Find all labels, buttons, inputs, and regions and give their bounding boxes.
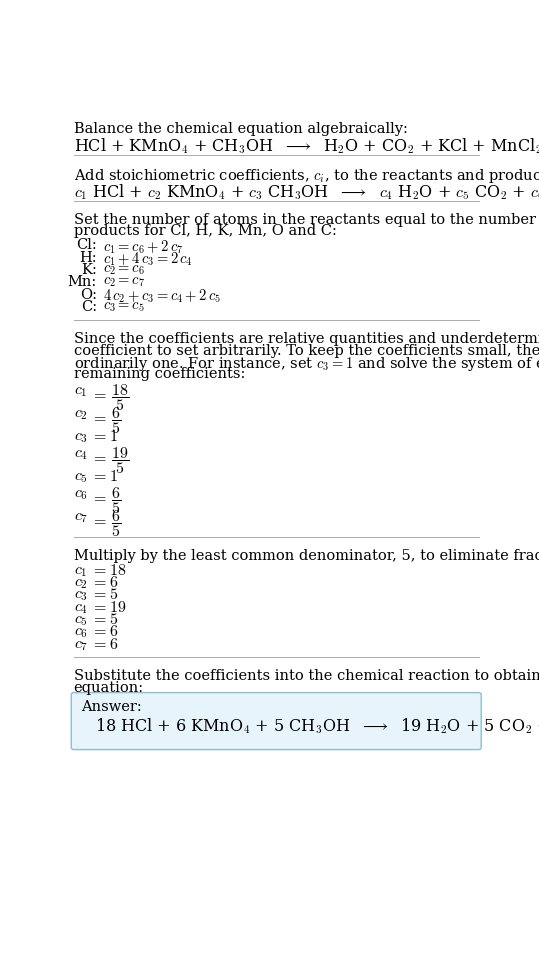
Text: $c_1$ HCl + $c_2$ KMnO$_4$ + $c_3$ CH$_3$OH  $\longrightarrow$  $c_4$ H$_2$O + $: $c_1$ HCl + $c_2$ KMnO$_4$ + $c_3$ CH$_3… <box>74 182 539 202</box>
Text: $=\,\dfrac{6}{5}$: $=\,\dfrac{6}{5}$ <box>91 507 121 538</box>
Text: $c_6$: $c_6$ <box>74 623 87 641</box>
Text: $c_2 = c_7$: $c_2 = c_7$ <box>103 275 145 290</box>
Text: Multiply by the least common denominator, 5, to eliminate fractional coefficient: Multiply by the least common denominator… <box>74 549 539 564</box>
Text: products for Cl, H, K, Mn, O and C:: products for Cl, H, K, Mn, O and C: <box>74 225 336 238</box>
Text: $c_1$: $c_1$ <box>74 562 87 578</box>
Text: $c_3$: $c_3$ <box>74 428 88 445</box>
Text: 18 HCl + 6 KMnO$_4$ + 5 CH$_3$OH  $\longrightarrow$  19 H$_2$O + 5 CO$_2$ + 6 KC: 18 HCl + 6 KMnO$_4$ + 5 CH$_3$OH $\longr… <box>95 716 539 736</box>
Text: $= 6$: $= 6$ <box>91 574 118 591</box>
Text: $= 18$: $= 18$ <box>91 562 126 578</box>
Text: $c_1$: $c_1$ <box>74 382 87 399</box>
Text: $c_1 + 4\,c_3 = 2\,c_4$: $c_1 + 4\,c_3 = 2\,c_4$ <box>103 251 192 268</box>
Text: Substitute the coefficients into the chemical reaction to obtain the balanced: Substitute the coefficients into the che… <box>74 670 539 683</box>
Text: HCl + KMnO$_4$ + CH$_3$OH  $\longrightarrow$  H$_2$O + CO$_2$ + KCl + MnCl$_2$: HCl + KMnO$_4$ + CH$_3$OH $\longrightarr… <box>74 137 539 156</box>
Text: $c_2$: $c_2$ <box>74 574 87 591</box>
Text: Set the number of atoms in the reactants equal to the number of atoms in the: Set the number of atoms in the reactants… <box>74 213 539 226</box>
Text: $c_7$: $c_7$ <box>74 507 88 525</box>
Text: $= 1$: $= 1$ <box>91 468 118 485</box>
Text: $=\,\dfrac{19}{5}$: $=\,\dfrac{19}{5}$ <box>91 444 129 475</box>
Text: equation:: equation: <box>74 681 144 695</box>
Text: $=\,\dfrac{18}{5}$: $=\,\dfrac{18}{5}$ <box>91 382 129 412</box>
Text: Since the coefficients are relative quantities and underdetermined, choose a: Since the coefficients are relative quan… <box>74 332 539 346</box>
Text: Answer:: Answer: <box>81 700 142 714</box>
Text: $c_2$: $c_2$ <box>74 404 87 422</box>
Text: $= 6$: $= 6$ <box>91 623 118 641</box>
Text: $c_5$: $c_5$ <box>74 468 87 485</box>
Text: Cl:: Cl: <box>76 238 97 253</box>
Text: $c_4$: $c_4$ <box>74 599 88 615</box>
Text: Mn:: Mn: <box>67 275 97 290</box>
Text: $c_3 = c_5$: $c_3 = c_5$ <box>103 300 144 314</box>
Text: $= 1$: $= 1$ <box>91 428 118 445</box>
Text: ordinarily one. For instance, set $c_3 = 1$ and solve the system of equations fo: ordinarily one. For instance, set $c_3 =… <box>74 356 539 373</box>
Text: O:: O: <box>80 288 97 301</box>
Text: K:: K: <box>81 263 97 277</box>
Text: $c_4$: $c_4$ <box>74 444 88 462</box>
Text: remaining coefficients:: remaining coefficients: <box>74 366 245 381</box>
Text: Balance the chemical equation algebraically:: Balance the chemical equation algebraica… <box>74 122 407 136</box>
Text: C:: C: <box>81 300 97 314</box>
Text: $= 6$: $= 6$ <box>91 636 118 652</box>
Text: $4\,c_2 + c_3 = c_4 + 2\,c_5$: $4\,c_2 + c_3 = c_4 + 2\,c_5$ <box>103 288 221 305</box>
Text: $c_2 = c_6$: $c_2 = c_6$ <box>103 263 145 277</box>
Text: $c_1 = c_6 + 2\,c_7$: $c_1 = c_6 + 2\,c_7$ <box>103 238 183 256</box>
Text: $=\,\dfrac{6}{5}$: $=\,\dfrac{6}{5}$ <box>91 485 121 516</box>
Text: $=\,\dfrac{6}{5}$: $=\,\dfrac{6}{5}$ <box>91 404 121 435</box>
Text: $= 5$: $= 5$ <box>91 611 118 628</box>
Text: $= 19$: $= 19$ <box>91 599 126 615</box>
Text: H:: H: <box>79 251 97 264</box>
Text: $c_7$: $c_7$ <box>74 636 88 652</box>
Text: $= 5$: $= 5$ <box>91 586 118 604</box>
Text: $c_3$: $c_3$ <box>74 586 88 604</box>
FancyBboxPatch shape <box>71 693 481 749</box>
Text: $c_5$: $c_5$ <box>74 611 87 628</box>
Text: coefficient to set arbitrarily. To keep the coefficients small, the arbitrary va: coefficient to set arbitrarily. To keep … <box>74 344 539 358</box>
Text: Add stoichiometric coefficients, $c_i$, to the reactants and products:: Add stoichiometric coefficients, $c_i$, … <box>74 167 539 186</box>
Text: $c_6$: $c_6$ <box>74 485 87 502</box>
